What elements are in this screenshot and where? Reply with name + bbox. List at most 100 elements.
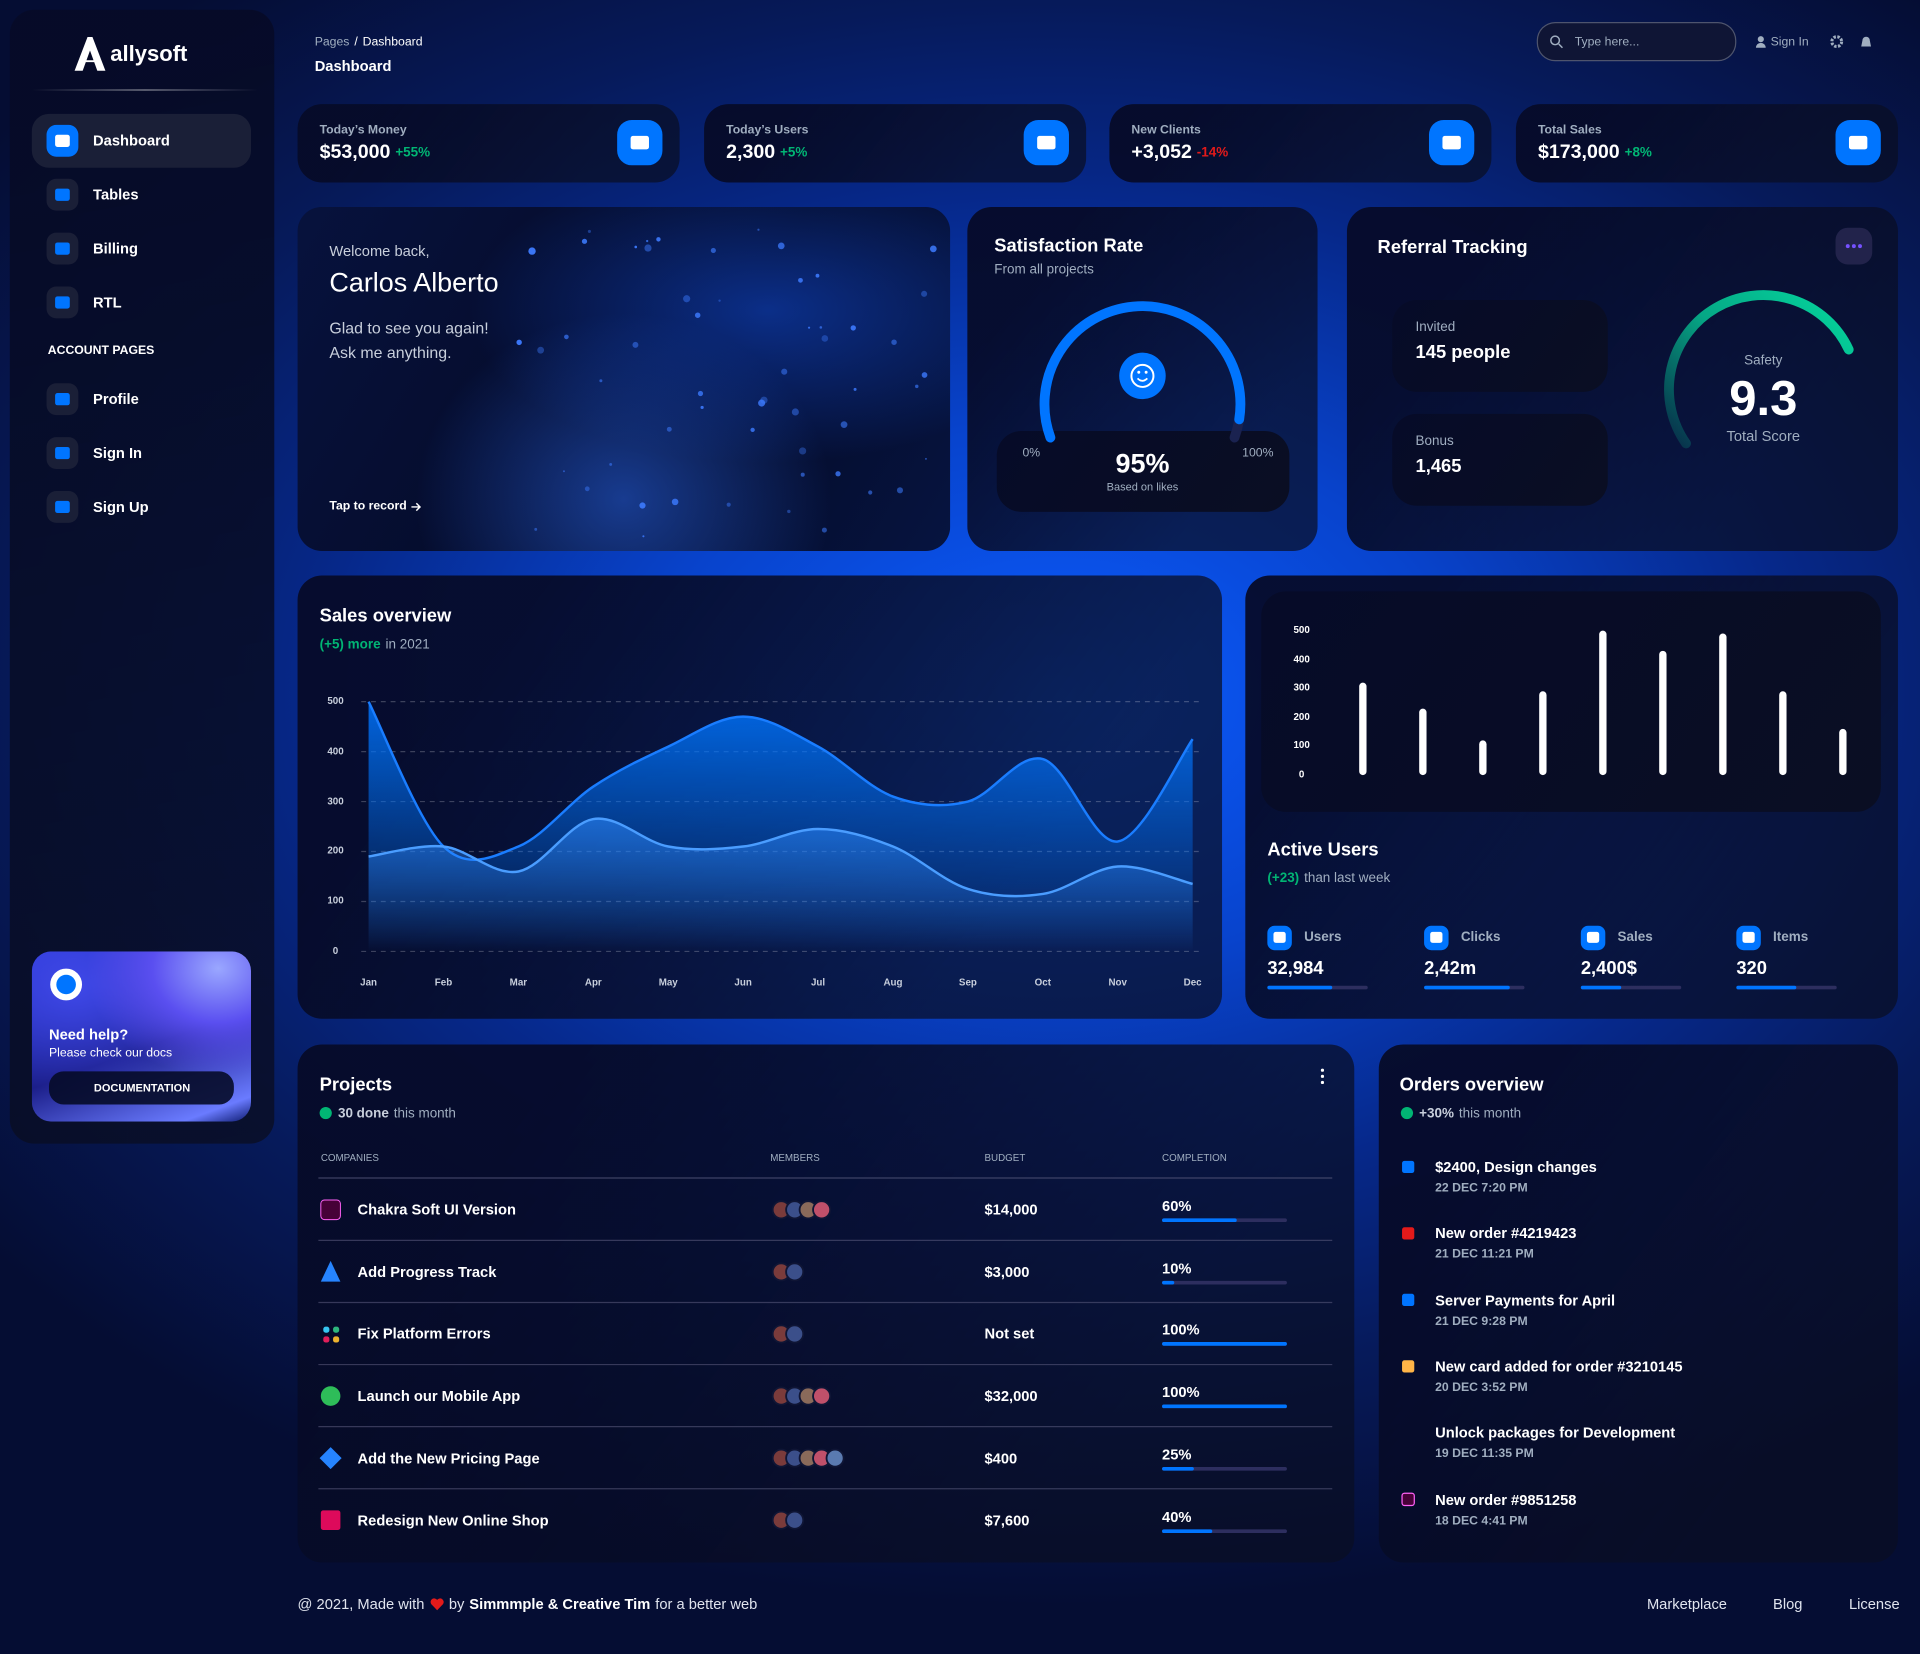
progress-fill: [1424, 985, 1510, 990]
welcome-glow-dot: [644, 244, 652, 252]
welcome-glow-dot: [821, 335, 829, 342]
progress-fill: [1162, 1404, 1287, 1409]
order-icon: [1402, 1360, 1415, 1373]
completion-label: 25%: [1162, 1445, 1192, 1464]
icon-glyph: [1742, 931, 1755, 943]
bar: [1839, 728, 1847, 776]
footer-text: @ 2021, Made with by Simmmple & Creative T…: [298, 1597, 758, 1612]
card-subtitle: (+5) more in 2021: [320, 637, 430, 653]
welcome-glow-dot: [516, 339, 522, 346]
order-title: $2400, Design changes: [1435, 1158, 1597, 1176]
company-logo: [320, 1510, 341, 1531]
smiley-mouth: [1136, 377, 1148, 382]
welcome-glow-dot: [791, 408, 799, 416]
column-header: MEMBERS: [770, 1152, 820, 1164]
welcome-glow-dot: [850, 325, 856, 331]
nav-link[interactable]: Sign Up: [93, 498, 149, 516]
welcome-glow-dot: [584, 486, 590, 492]
column-header: COMPANIES: [320, 1152, 379, 1164]
area-line: [367, 701, 1194, 862]
divider: [31, 89, 259, 91]
nav-link[interactable]: Tables: [93, 186, 139, 204]
company-logo: [320, 1260, 341, 1282]
bar: [1479, 740, 1487, 776]
stat-value-row: 2,300 +5%: [726, 143, 807, 163]
welcome-glow-dot: [694, 312, 701, 318]
record-link[interactable]: Tap to record: [329, 499, 407, 514]
gauge-min: 0%: [1022, 446, 1041, 461]
x-tick-label: Aug: [883, 977, 903, 989]
subtitle-text: this month: [1458, 1106, 1522, 1122]
footer-link[interactable]: Marketplace: [1646, 1595, 1727, 1613]
subtitle-text: in 2021: [385, 637, 430, 653]
help-button[interactable]: [48, 1071, 234, 1105]
menu-dot: [1320, 1080, 1325, 1085]
sign-in-link[interactable]: Sign In: [1770, 35, 1809, 49]
welcome-glow-dot: [840, 421, 848, 429]
nav-link[interactable]: RTL: [93, 293, 122, 312]
order-date: 21 DEC 9:28 PM: [1435, 1314, 1528, 1329]
brand-logo: [74, 37, 106, 71]
company-logo: [333, 1326, 340, 1333]
member-avatar: [785, 1262, 805, 1282]
welcome-glow-dot: [815, 273, 820, 278]
company-logo: [320, 1199, 341, 1221]
stat-value: 2,42m: [1424, 958, 1477, 979]
company-name: Add Progress Track: [357, 1263, 497, 1281]
order-title: New order #9851258: [1435, 1490, 1577, 1508]
welcome-glow-dot: [891, 339, 897, 345]
welcome-glow-dot: [642, 535, 645, 538]
y-tick-label: 500: [327, 695, 344, 707]
x-tick-label: Jun: [734, 977, 752, 989]
icon-glyph: [630, 135, 649, 150]
search-box[interactable]: [1536, 22, 1737, 62]
welcome-glow-dot: [819, 326, 823, 329]
gauge-max: 100%: [1242, 446, 1274, 461]
completion-label: 60%: [1162, 1197, 1192, 1215]
x-tick-label: Nov: [1108, 977, 1127, 989]
bar: [1599, 630, 1607, 776]
bar: [1419, 708, 1427, 776]
welcome-glow-dot: [718, 299, 721, 302]
order-title: New card added for order #3210145: [1435, 1357, 1683, 1375]
stat-card: [704, 104, 1087, 183]
progress-track: [1162, 1466, 1287, 1471]
stat-change: +55%: [395, 145, 431, 160]
footer-link[interactable]: License: [1848, 1595, 1900, 1613]
welcome-glow-dot: [807, 326, 811, 329]
welcome-glow-dot: [853, 387, 857, 391]
footer-text: @ 2021, Made with: [297, 1595, 425, 1613]
welcome-glow-dot: [562, 470, 565, 473]
progress-fill: [1267, 985, 1333, 990]
welcome-glow-dot: [921, 290, 928, 297]
nav-link[interactable]: Profile: [93, 390, 139, 408]
icon-glyph: [1442, 135, 1461, 150]
welcome-glow-dot: [697, 390, 704, 397]
welcome-glow-dot: [726, 502, 731, 507]
completion-label: 40%: [1162, 1507, 1192, 1526]
nav-link[interactable]: Sign In: [93, 444, 143, 462]
search-placeholder[interactable]: Type here...: [1574, 35, 1640, 49]
info-value: 145 people: [1415, 342, 1511, 364]
nav-link[interactable]: Billing: [93, 240, 138, 258]
help-button-label[interactable]: DOCUMENTATION: [93, 1081, 191, 1095]
stat-label: Items: [1773, 930, 1809, 945]
welcome-glow-dot: [581, 238, 588, 244]
icon-glyph: [1037, 135, 1056, 150]
card-subtitle: +30% this month: [1419, 1106, 1522, 1122]
completion-label: 100%: [1162, 1383, 1200, 1401]
stat-label: Today’s Money: [319, 123, 407, 138]
progress-track: [1162, 1280, 1287, 1285]
info-label: Invited: [1415, 320, 1456, 335]
order-icon: [1402, 1160, 1415, 1174]
footer-link[interactable]: Blog: [1773, 1595, 1803, 1613]
x-tick-label: Oct: [1034, 977, 1051, 989]
progress-fill: [1162, 1280, 1175, 1285]
stat-change: -14%: [1196, 145, 1229, 160]
smiley-icon: [1119, 352, 1166, 400]
nav-link[interactable]: Dashboard: [93, 132, 170, 150]
menu-dot: [1858, 244, 1862, 249]
card-title: Sales overview: [319, 605, 452, 627]
stat-value-row: $173,000 +8%: [1538, 143, 1652, 163]
area-fill: [368, 818, 1193, 952]
